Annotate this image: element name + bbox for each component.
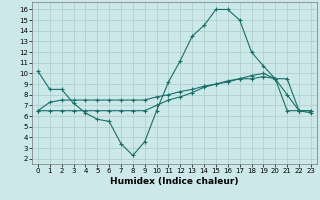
- X-axis label: Humidex (Indice chaleur): Humidex (Indice chaleur): [110, 177, 239, 186]
